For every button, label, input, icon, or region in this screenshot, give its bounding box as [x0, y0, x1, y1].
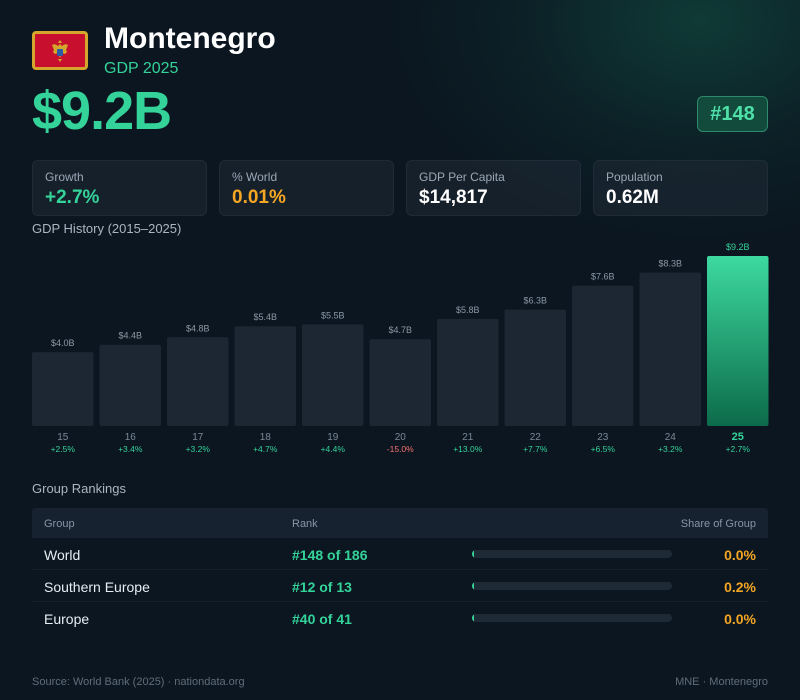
gdp-history-chart: $4.0B15+2.5%$4.4B16+3.4%$4.8B17+3.2%$5.4… [32, 242, 769, 454]
stat-value: +2.7% [45, 187, 100, 208]
growth-label: +3.4% [118, 444, 143, 454]
stat-label: Growth [45, 170, 84, 184]
group-share: 0.0% [724, 547, 756, 563]
rank-badge: #148 [697, 96, 768, 132]
x-tick-label: 25 [732, 431, 744, 443]
growth-label: +4.7% [253, 444, 278, 454]
bar-19 [302, 324, 364, 426]
stat-label: GDP Per Capita [419, 170, 505, 184]
rankings-table: Group Rank Share of Group World #148 of … [32, 508, 768, 634]
header-rank: Rank [292, 518, 318, 530]
group-rank: #40 of 41 [292, 611, 352, 627]
stat-value: 0.62M [606, 187, 659, 208]
bar-15 [32, 352, 94, 426]
growth-label: +3.2% [186, 444, 211, 454]
growth-label: +7.7% [523, 444, 548, 454]
growth-label: +2.7% [726, 444, 751, 454]
stat-value: 0.01% [232, 187, 286, 208]
x-tick-label: 15 [57, 432, 69, 443]
bar-value-label: $8.3B [658, 259, 682, 269]
x-tick-label: 18 [260, 432, 272, 443]
bar-22 [504, 309, 566, 426]
group-share: 0.0% [724, 611, 756, 627]
page-subtitle: GDP 2025 [104, 60, 179, 77]
stat-card-population: Population 0.62M [593, 160, 768, 216]
x-tick-label: 24 [665, 432, 677, 443]
growth-label: +6.5% [591, 444, 616, 454]
table-row: World #148 of 186 0.0% [32, 538, 768, 570]
chart-title: GDP History (2015–2025) [32, 221, 182, 236]
country-code: MNE · Montenegro [675, 676, 768, 688]
share-bar [472, 550, 672, 558]
stat-label: Population [606, 170, 663, 184]
bar-23 [572, 285, 634, 426]
x-tick-label: 21 [462, 432, 474, 443]
group-share: 0.2% [724, 579, 756, 595]
header-share: Share of Group [680, 518, 756, 530]
growth-label: +13.0% [453, 444, 483, 454]
growth-label: -15.0% [387, 444, 414, 454]
x-tick-label: 16 [125, 432, 137, 443]
table-row: Europe #40 of 41 0.0% [32, 602, 768, 634]
stat-card-world-share: % World 0.01% [219, 160, 394, 216]
group-name: Southern Europe [44, 579, 150, 595]
x-tick-label: 22 [530, 432, 542, 443]
x-tick-label: 20 [395, 432, 407, 443]
growth-label: +3.2% [658, 444, 683, 454]
growth-label: +4.4% [321, 444, 346, 454]
share-bar [472, 614, 672, 622]
bar-17 [167, 337, 229, 426]
group-name: World [44, 547, 81, 563]
bar-value-label: $4.8B [186, 323, 210, 333]
bar-value-label: $5.5B [321, 310, 345, 320]
table-header: Group Rank Share of Group [32, 508, 768, 538]
bar-20 [369, 339, 431, 426]
bar-value-label: $5.8B [456, 305, 480, 315]
x-tick-label: 23 [597, 432, 609, 443]
stat-label: % World [232, 170, 278, 184]
stat-card-gdp-per-capita: GDP Per Capita $14,817 [406, 160, 581, 216]
share-bar [472, 582, 672, 590]
x-tick-label: 17 [192, 432, 204, 443]
bar-value-label: $4.4B [118, 331, 142, 341]
share-bar-fill [472, 614, 474, 622]
stat-card-growth: Growth +2.7% [32, 160, 207, 216]
bar-value-label: $6.3B [523, 296, 547, 306]
stat-value: $14,817 [419, 187, 488, 208]
bar-21 [437, 318, 499, 426]
bar-25 [707, 256, 769, 426]
rankings-title: Group Rankings [32, 481, 126, 496]
share-bar-fill [472, 582, 474, 590]
bar-value-label: $9.2B [726, 242, 750, 252]
header-group: Group [44, 518, 75, 530]
coat-of-arms-icon [52, 39, 68, 62]
growth-label: +2.5% [51, 444, 76, 454]
group-rank: #12 of 13 [292, 579, 352, 595]
bar-24 [639, 272, 701, 426]
bar-18 [234, 326, 296, 426]
bar-value-label: $5.4B [253, 312, 277, 322]
table-row: Southern Europe #12 of 13 0.2% [32, 570, 768, 602]
bar-value-label: $4.0B [51, 338, 75, 348]
x-tick-label: 19 [327, 432, 339, 443]
country-name: Montenegro [104, 22, 276, 55]
montenegro-flag [32, 31, 88, 70]
bar-16 [99, 344, 161, 426]
source-note: Source: World Bank (2025) · nationdata.o… [32, 676, 245, 688]
group-name: Europe [44, 611, 90, 627]
bar-value-label: $7.6B [591, 272, 615, 282]
share-bar-fill [472, 550, 474, 558]
gdp-value: $9.2B [32, 81, 172, 141]
group-rank: #148 of 186 [292, 547, 368, 563]
bar-value-label: $4.7B [388, 325, 412, 335]
